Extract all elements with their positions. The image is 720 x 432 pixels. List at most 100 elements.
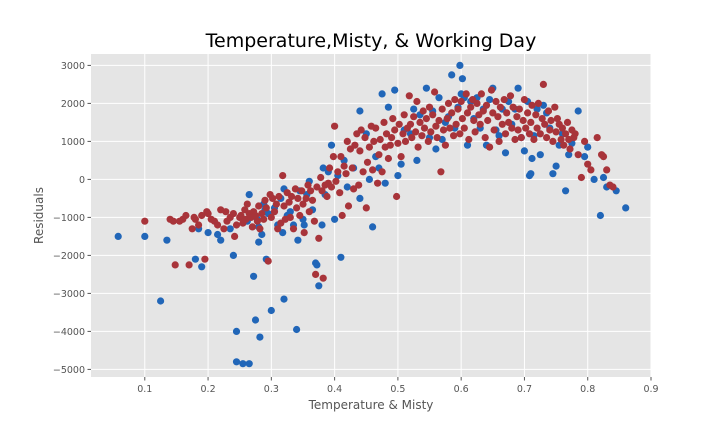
red-point bbox=[509, 103, 517, 111]
red-point bbox=[470, 116, 478, 125]
x-tick-label: 0.7 bbox=[517, 384, 532, 395]
red-point bbox=[494, 113, 502, 121]
red-point bbox=[414, 143, 422, 151]
y-tick-label: −4000 bbox=[53, 327, 85, 338]
red-point bbox=[270, 208, 279, 216]
blue-point bbox=[141, 232, 149, 240]
red-point bbox=[501, 130, 510, 138]
red-point bbox=[498, 120, 506, 128]
blue-point bbox=[397, 160, 405, 168]
blue-point bbox=[549, 170, 557, 178]
red-point bbox=[201, 255, 209, 263]
red-point bbox=[462, 90, 470, 98]
red-point bbox=[243, 200, 251, 208]
blue-point bbox=[319, 164, 327, 172]
red-point bbox=[552, 128, 560, 136]
red-point bbox=[275, 192, 283, 201]
red-point bbox=[410, 113, 418, 121]
red-point bbox=[329, 153, 337, 161]
y-tick-label: 3000 bbox=[61, 61, 85, 72]
red-point bbox=[543, 134, 551, 142]
red-point bbox=[431, 88, 439, 96]
red-point bbox=[465, 135, 473, 144]
blue-point bbox=[391, 86, 399, 94]
blue-point bbox=[258, 230, 266, 239]
blue-point bbox=[527, 170, 535, 178]
blue-point bbox=[581, 153, 589, 161]
red-point bbox=[356, 147, 364, 155]
red-point bbox=[394, 139, 402, 147]
blue-point bbox=[384, 103, 392, 111]
red-point bbox=[258, 210, 266, 218]
red-point bbox=[359, 168, 367, 176]
blue-point bbox=[255, 238, 263, 246]
red-point bbox=[422, 115, 430, 123]
red-point bbox=[388, 134, 396, 142]
red-point bbox=[291, 185, 299, 193]
red-point bbox=[477, 90, 485, 98]
red-point bbox=[253, 217, 261, 225]
red-point bbox=[298, 187, 306, 195]
red-point bbox=[255, 202, 263, 210]
blue-point bbox=[327, 141, 336, 149]
red-point bbox=[511, 135, 519, 144]
red-point bbox=[340, 162, 348, 170]
blue-point bbox=[229, 251, 237, 259]
blue-point bbox=[232, 327, 241, 335]
blue-point bbox=[191, 255, 199, 263]
red-point bbox=[551, 103, 559, 111]
red-point bbox=[435, 116, 443, 125]
red-point bbox=[264, 257, 272, 265]
red-point bbox=[289, 225, 298, 233]
x-tick-label: 0.9 bbox=[643, 384, 658, 395]
red-point bbox=[425, 103, 434, 111]
red-point bbox=[231, 232, 239, 240]
red-point bbox=[319, 274, 327, 282]
red-point bbox=[506, 92, 515, 100]
y-tick-label: 1000 bbox=[61, 137, 85, 148]
red-point bbox=[408, 134, 416, 142]
red-point bbox=[401, 137, 410, 145]
red-point bbox=[188, 225, 196, 233]
red-point bbox=[375, 151, 383, 159]
blue-point bbox=[378, 90, 386, 98]
red-point bbox=[302, 194, 310, 202]
red-point bbox=[438, 105, 446, 113]
red-point bbox=[522, 124, 530, 132]
red-point bbox=[452, 120, 460, 128]
red-point bbox=[327, 183, 336, 191]
blue-point bbox=[214, 230, 222, 239]
red-point bbox=[399, 130, 407, 138]
blue-point bbox=[552, 162, 560, 170]
blue-point bbox=[343, 183, 351, 191]
blue-point bbox=[448, 71, 456, 79]
red-point bbox=[479, 107, 487, 115]
red-point bbox=[361, 134, 369, 142]
red-point bbox=[229, 210, 237, 218]
red-point bbox=[560, 141, 568, 149]
red-point bbox=[384, 154, 392, 163]
red-point bbox=[336, 189, 344, 197]
x-tick-label: 0.4 bbox=[327, 384, 342, 395]
red-point bbox=[220, 225, 228, 233]
blue-point bbox=[486, 96, 494, 104]
red-point bbox=[514, 126, 522, 134]
blue-point bbox=[239, 360, 247, 368]
x-tick-label: 0.5 bbox=[390, 384, 405, 395]
red-point bbox=[571, 130, 579, 138]
red-point bbox=[326, 164, 334, 172]
red-point bbox=[274, 225, 282, 233]
red-point bbox=[424, 137, 432, 145]
red-point bbox=[496, 103, 504, 111]
plot-area bbox=[91, 54, 651, 377]
blue-point bbox=[356, 194, 364, 202]
red-point bbox=[308, 196, 317, 204]
blue-point bbox=[432, 145, 440, 153]
red-point bbox=[500, 96, 508, 104]
red-point bbox=[418, 132, 426, 140]
red-point bbox=[533, 124, 541, 132]
red-point bbox=[337, 153, 345, 161]
red-point bbox=[318, 187, 326, 195]
red-point bbox=[370, 137, 378, 145]
x-tick-label: 0.6 bbox=[454, 384, 469, 395]
